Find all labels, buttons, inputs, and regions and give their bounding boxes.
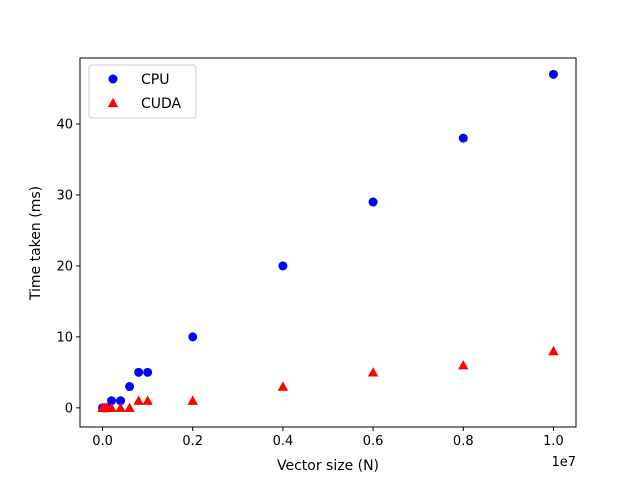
cuda-point	[124, 402, 135, 413]
cuda-point	[133, 395, 144, 405]
x-axis-ticks: 0.0 0.2 0.4 0.6 0.8 1.0	[92, 427, 564, 449]
plot-frame	[79, 57, 577, 428]
cuda-point	[367, 367, 379, 377]
legend-cuda-marker	[107, 97, 119, 108]
x-tick-label: 0.0	[92, 434, 113, 449]
y-tick-label: 40	[56, 117, 73, 132]
y-axis-label: Time taken (ms)	[28, 186, 44, 301]
cuda-point	[115, 402, 126, 413]
cpu-point	[134, 367, 144, 377]
cuda-point	[548, 345, 559, 356]
legend-cuda-label: CUDA	[141, 96, 182, 112]
x-tick-label: 0.6	[363, 434, 384, 449]
y-tick-label: 30	[56, 188, 73, 203]
x-tick-label: 0.8	[453, 434, 474, 449]
cpu-point	[548, 69, 558, 79]
data-marks	[97, 69, 559, 413]
cpu-point	[107, 396, 117, 406]
cpu-point	[458, 133, 468, 143]
legend-cpu-marker	[108, 74, 118, 84]
cpu-point	[368, 197, 378, 207]
cpu-point	[143, 367, 153, 377]
x-axis-offset-label: 1e7	[551, 455, 576, 470]
y-axis-ticks: 0 10 20 30 40	[56, 117, 80, 416]
cpu-point	[188, 332, 198, 342]
legend: CPU CUDA	[88, 64, 197, 119]
x-tick-label: 0.2	[182, 434, 203, 449]
cpu-point	[125, 382, 135, 392]
legend-cpu-label: CPU	[141, 72, 169, 88]
y-tick-label: 10	[56, 330, 73, 345]
cpu-point	[116, 396, 126, 406]
x-tick-label: 1.0	[543, 434, 564, 449]
cuda-point	[142, 395, 153, 405]
cuda-point	[106, 402, 117, 413]
cuda-point	[277, 381, 289, 391]
x-axis-label: Vector size (N)	[277, 458, 379, 474]
cuda-point	[458, 360, 469, 370]
y-tick-label: 0	[65, 401, 73, 416]
y-tick-label: 20	[56, 259, 73, 274]
cpu-point	[278, 261, 288, 271]
x-tick-label: 0.4	[273, 434, 294, 449]
cuda-point	[187, 395, 198, 405]
